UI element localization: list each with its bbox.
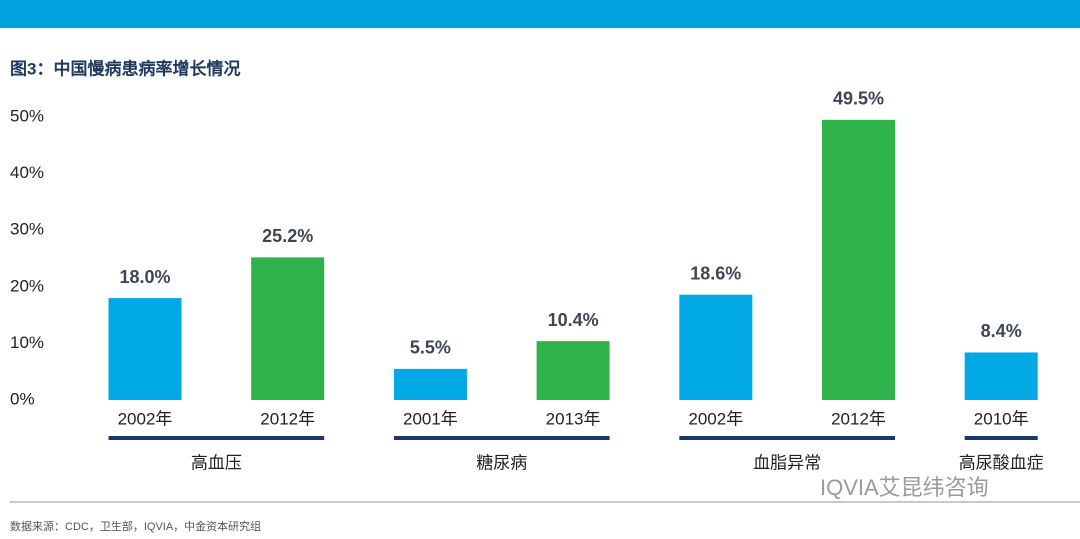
bar: [393, 368, 467, 400]
bar: [679, 294, 753, 400]
x-tick-label: 2012年: [831, 409, 886, 428]
y-tick-label: 10%: [10, 333, 44, 352]
value-label: 25.2%: [262, 226, 313, 246]
bar: [822, 119, 895, 400]
source: 数据来源：CDC，卫生部，IQVIA，中金资本研究组: [10, 519, 261, 533]
bar: [108, 298, 182, 400]
x-tick-label: 2013年: [546, 409, 601, 428]
value-label: 49.5%: [833, 89, 884, 109]
x-tick-label: 2002年: [118, 409, 173, 428]
chart-title: 图3：中国慢病患病率增长情况: [10, 58, 240, 78]
x-tick-label: 2002年: [688, 409, 743, 428]
y-tick-label: 20%: [10, 276, 44, 295]
y-tick-label: 30%: [10, 220, 44, 239]
bar: [251, 257, 325, 400]
value-label: 18.6%: [690, 263, 741, 283]
group-label: 高尿酸血症: [959, 453, 1044, 472]
x-tick-label: 2012年: [260, 409, 315, 428]
group-label: 血脂异常: [753, 453, 821, 472]
value-label: 8.4%: [981, 321, 1022, 341]
value-label: 18.0%: [119, 267, 170, 287]
watermark: IQVIA艾昆纬咨询: [820, 475, 989, 500]
y-tick-label: 40%: [10, 163, 44, 182]
group-label: 高血压: [191, 453, 242, 472]
y-tick-label: 50%: [10, 106, 44, 125]
group-label: 糖尿病: [476, 453, 527, 472]
x-tick-label: 2001年: [403, 409, 458, 428]
bar: [964, 352, 1038, 400]
y-tick-label: 0%: [10, 389, 35, 408]
value-label: 5.5%: [410, 338, 451, 358]
bar: [536, 341, 610, 400]
value-label: 10.4%: [548, 310, 599, 330]
top-band: [0, 0, 1080, 28]
x-tick-label: 2010年: [974, 409, 1029, 428]
